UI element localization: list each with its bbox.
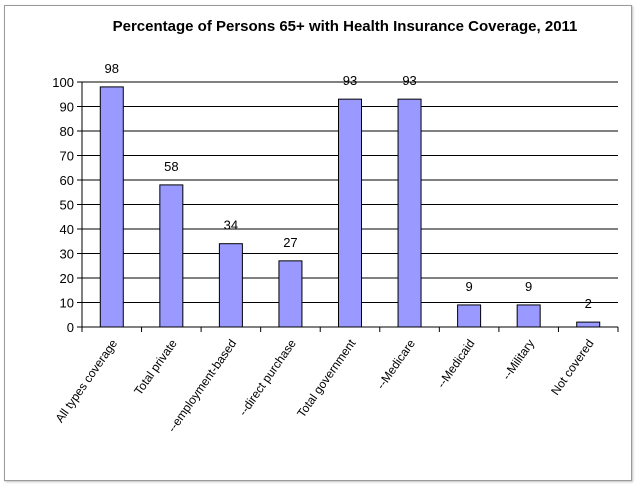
y-tick-label: 60 bbox=[60, 173, 74, 188]
y-tick-label: 80 bbox=[60, 124, 74, 139]
y-tick-label: 50 bbox=[60, 198, 74, 213]
data-label-3: 27 bbox=[283, 235, 297, 250]
bar-6 bbox=[457, 304, 482, 328]
y-tick-label: 0 bbox=[67, 320, 74, 335]
category-label-8: Not covered bbox=[548, 337, 597, 398]
y-tick-label: 90 bbox=[60, 100, 74, 115]
y-tick-label: 30 bbox=[60, 247, 74, 262]
y-tick-label: 10 bbox=[60, 296, 74, 311]
data-label-5: 93 bbox=[402, 73, 416, 88]
category-label-2: --employment-based bbox=[165, 337, 240, 435]
data-label-8: 2 bbox=[585, 296, 592, 311]
category-label-4: Total government bbox=[294, 336, 359, 420]
category-label-0: All types coverage bbox=[53, 336, 121, 425]
bar-7 bbox=[516, 304, 541, 328]
bar-3 bbox=[278, 260, 303, 328]
bar-4 bbox=[338, 98, 362, 328]
y-tick-label: 100 bbox=[52, 75, 74, 90]
category-label-3: --direct purchase bbox=[236, 336, 299, 418]
data-label-1: 58 bbox=[164, 159, 178, 174]
category-label-6: --Medicaid bbox=[434, 337, 478, 391]
category-label-1: Total private bbox=[131, 336, 180, 397]
bar-2 bbox=[218, 243, 243, 328]
chart-title: Percentage of Persons 65+ with Health In… bbox=[113, 18, 578, 35]
y-tick-label: 70 bbox=[60, 149, 74, 164]
data-label-7: 9 bbox=[525, 279, 532, 294]
data-label-0: 98 bbox=[105, 61, 119, 76]
bar-0 bbox=[99, 86, 124, 328]
y-tick-label: 20 bbox=[60, 271, 74, 286]
category-label-5: --Medicare bbox=[374, 336, 419, 391]
data-label-6: 9 bbox=[465, 279, 472, 294]
data-label-2: 34 bbox=[224, 218, 238, 233]
y-tick-label: 40 bbox=[60, 222, 74, 237]
category-label-7: --Military bbox=[499, 337, 537, 383]
bar-1 bbox=[159, 184, 184, 328]
bar-5 bbox=[397, 98, 422, 328]
bar-8 bbox=[576, 321, 601, 328]
data-label-4: 93 bbox=[343, 73, 357, 88]
